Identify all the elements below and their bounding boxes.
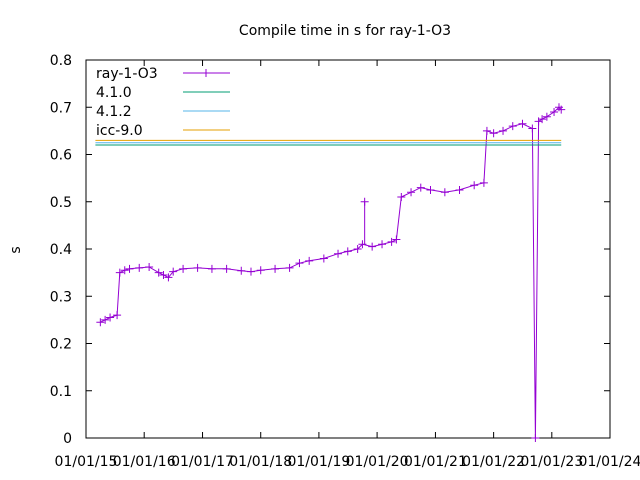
data-point (387, 237, 396, 246)
data-point (169, 267, 178, 276)
legend-label: ray-1-O3 (96, 66, 158, 82)
data-point (528, 124, 537, 133)
data-point (319, 254, 328, 263)
data-point (550, 107, 559, 116)
data-point (489, 129, 498, 138)
data-point (154, 268, 163, 277)
data-point (397, 193, 406, 202)
data-point (479, 178, 488, 187)
data-point (113, 311, 122, 320)
y-tick-label: 0.6 (50, 148, 72, 164)
data-point (120, 266, 129, 275)
x-tick-label: 01/01/20 (346, 454, 409, 470)
y-tick-label: 0.1 (50, 384, 72, 400)
data-point (416, 183, 425, 192)
data-point (193, 263, 202, 272)
data-point (557, 105, 566, 114)
data-point (426, 185, 435, 194)
legend: ray-1-O3 4.1.0 4.1.2 icc-9.0 (96, 66, 230, 139)
data-point (531, 434, 540, 442)
data-point (207, 264, 216, 273)
x-tick-label: 01/01/18 (229, 454, 292, 470)
data-point (455, 185, 464, 194)
series-line-ray-1-o3 (100, 106, 562, 439)
x-tick-label: 01/01/17 (171, 454, 234, 470)
data-point (508, 122, 517, 131)
data-point (135, 263, 144, 272)
x-tick-label: 01/01/16 (113, 454, 176, 470)
x-tick-label: 01/01/15 (55, 454, 118, 470)
data-point (159, 270, 168, 279)
data-point (145, 262, 154, 271)
data-point (353, 245, 362, 253)
data-point (256, 266, 265, 275)
y-axis-label: s (8, 246, 24, 253)
axes: 00.10.20.30.40.50.60.70.801/01/1501/01/1… (50, 53, 640, 470)
data-point (305, 256, 314, 265)
x-tick-label: 01/01/24 (579, 454, 640, 470)
data-point (334, 249, 343, 258)
data-point (499, 126, 508, 135)
data-point (125, 264, 134, 273)
y-tick-label: 0.3 (50, 289, 72, 305)
x-tick-label: 01/01/22 (462, 454, 525, 470)
legend-label: 4.1.2 (96, 104, 132, 120)
data-point (115, 268, 124, 277)
x-tick-label: 01/01/23 (520, 454, 583, 470)
legend-marker (202, 69, 210, 77)
data-point (518, 119, 527, 128)
legend-label: 4.1.0 (96, 85, 132, 101)
data-point (164, 273, 173, 282)
data-point (237, 266, 246, 275)
data-point (407, 188, 416, 197)
data-point (392, 235, 401, 244)
chart-title: Compile time in s for ray-1-O3 (239, 23, 451, 39)
data-point (482, 126, 491, 135)
data-point (285, 263, 294, 272)
data-point (295, 259, 304, 268)
x-tick-label: 01/01/19 (287, 454, 350, 470)
data-point (96, 318, 105, 327)
data-point (101, 315, 110, 324)
legend-label: icc-9.0 (96, 123, 143, 139)
data-point (542, 112, 551, 121)
y-tick-label: 0.5 (50, 195, 72, 211)
y-tick-label: 0.7 (50, 100, 72, 116)
data-point (343, 247, 352, 256)
y-tick-label: 0.8 (50, 53, 72, 69)
data-point (368, 242, 377, 251)
data-point (440, 188, 449, 197)
data-point (470, 181, 479, 190)
x-tick-label: 01/01/21 (404, 454, 467, 470)
data-point (378, 240, 387, 249)
data-point (179, 264, 188, 273)
data-point (246, 267, 255, 276)
data-point (360, 197, 369, 206)
data-point (106, 313, 115, 322)
data-point (222, 264, 231, 273)
plot-area (95, 103, 566, 442)
data-point (538, 115, 547, 124)
data-point (271, 264, 280, 273)
y-tick-label: 0.4 (50, 242, 72, 258)
y-tick-label: 0 (63, 431, 72, 447)
y-tick-label: 0.2 (50, 337, 72, 353)
